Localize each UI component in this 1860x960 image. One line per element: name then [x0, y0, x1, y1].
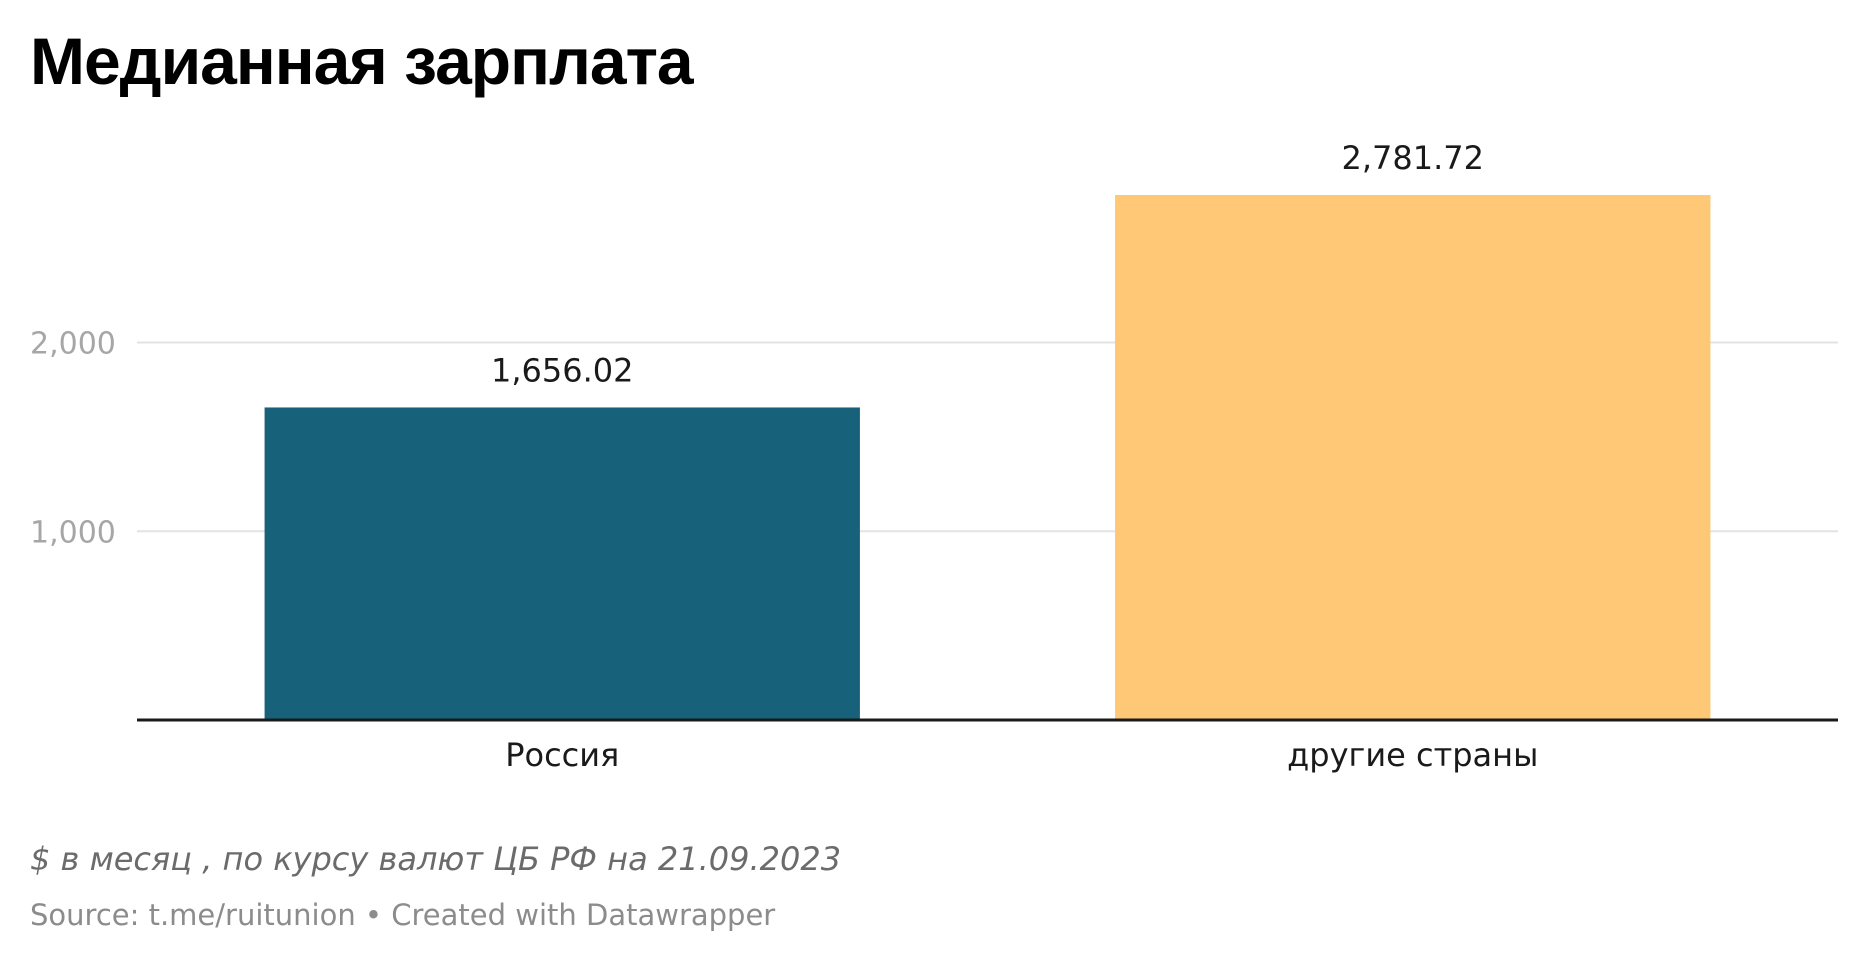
category-label: другие страны: [1287, 736, 1538, 774]
bar: [1115, 195, 1711, 720]
bar-value-label: 2,781.72: [1342, 139, 1485, 177]
y-tick-label: 2,000: [30, 327, 116, 362]
y-tick-label: 1,000: [30, 515, 116, 550]
bars: [264, 195, 1711, 720]
bar: [264, 407, 860, 720]
chart-footer: Source: t.me/ruitunion • Created with Da…: [30, 898, 776, 932]
category-label: Россия: [505, 736, 619, 774]
chart-note: $ в месяц , по курсу валют ЦБ РФ на 21.0…: [30, 840, 842, 878]
labels: 1,000 2,000 1,656.02 Россия 2,781.72 другие с…: [30, 139, 1538, 774]
chart-title: Медианная зарплата: [30, 24, 694, 98]
bar-value-label: 1,656.02: [491, 351, 634, 389]
